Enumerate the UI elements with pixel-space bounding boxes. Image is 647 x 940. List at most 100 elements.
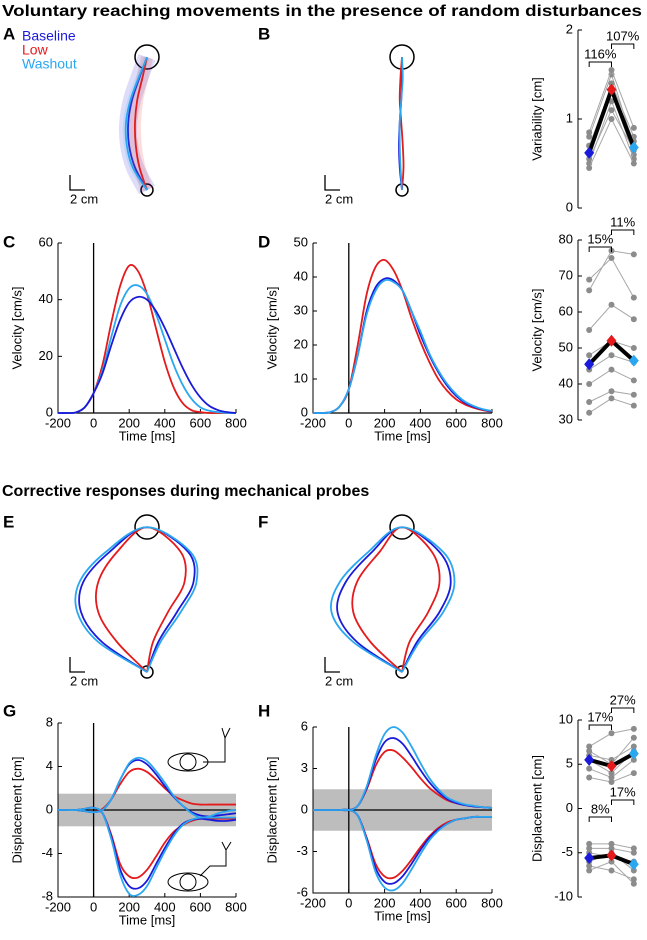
x-tick-label: 600: [190, 415, 212, 430]
subject-dot: [608, 774, 615, 781]
trajectory: [124, 56, 148, 191]
y-tick-label: 6: [301, 718, 308, 733]
subject-dot: [586, 352, 593, 359]
subject-dot: [608, 352, 615, 359]
subject-dot: [630, 756, 637, 763]
x-axis-label: Time [ms]: [374, 908, 431, 923]
scale-bar: [69, 175, 85, 191]
subject-dot: [630, 876, 637, 883]
y-axis-label: Velocity [cm/s]: [264, 286, 279, 369]
line: [57, 263, 236, 414]
subject-dot: [630, 377, 637, 384]
subject-dot: [630, 391, 637, 398]
panel-label: D: [258, 232, 270, 251]
subject-line: [588, 304, 635, 331]
y-tick-label: 1: [566, 110, 573, 125]
panel-label: B: [258, 24, 270, 43]
subject-dot: [608, 770, 615, 777]
y-tick-label: -4: [41, 845, 53, 860]
x-tick-label: 800: [481, 415, 503, 430]
y-tick-label: 10: [294, 370, 308, 385]
subject-dot: [630, 124, 637, 131]
axes: [57, 723, 236, 898]
subject-dot: [586, 164, 593, 171]
x-tick-label: 0: [345, 415, 352, 430]
subject-dot: [586, 399, 593, 405]
subject-dot: [630, 743, 637, 750]
subject-dot: [630, 880, 637, 887]
arm-icon: [167, 727, 232, 892]
subject-dot: [630, 734, 637, 741]
x-tick-label: 600: [445, 415, 467, 430]
bracket: [611, 707, 635, 713]
annotation: 17%: [587, 709, 613, 724]
scale-label: 2 cm: [325, 191, 353, 206]
x-tick-label: 200: [374, 895, 396, 910]
subject-dot: [608, 845, 615, 852]
mean-marker: [628, 858, 639, 871]
x-tick-label: 800: [481, 895, 503, 910]
y-tick-label: 0: [566, 199, 573, 214]
mean-marker: [606, 334, 617, 347]
subject-dot: [586, 129, 593, 136]
subject-dot: [608, 756, 615, 763]
y-tick-label: 2: [566, 21, 573, 36]
scale-bar: [324, 175, 340, 191]
subject-dot: [608, 730, 615, 737]
annotation: 11%: [610, 214, 635, 229]
x-tick-label: -200: [300, 415, 326, 430]
y-axis-label: Velocity [cm/s]: [529, 288, 544, 371]
section-heading: Corrective responses during mechanical p…: [2, 483, 369, 500]
mean-marker: [628, 141, 639, 154]
y-tick-label: 40: [39, 291, 53, 306]
subject-dot: [608, 255, 615, 261]
y-tick-label: 20: [294, 336, 308, 351]
mean-marker: [606, 760, 617, 773]
subject-dot: [608, 858, 615, 865]
subject-dot: [608, 395, 615, 402]
x-tick-label: 400: [410, 415, 432, 430]
x-tick-label: 0: [90, 899, 97, 914]
y-tick-label: 0: [301, 404, 308, 419]
x-tick-label: 600: [445, 895, 467, 910]
line: [312, 278, 493, 414]
y-tick-label: 0: [46, 801, 53, 816]
annotation: 116%: [584, 46, 617, 61]
subject-dot: [586, 867, 593, 874]
y-tick-label: 70: [559, 267, 573, 282]
y-axis-label: Displacement [cm]: [9, 757, 24, 864]
section-heading: Voluntary reaching movements in the pres…: [2, 3, 642, 20]
subject-dot: [608, 301, 615, 308]
x-tick-label: 200: [118, 899, 140, 914]
subject-dot: [586, 327, 593, 333]
y-tick-label: 3: [301, 760, 308, 775]
line: [313, 808, 492, 892]
legend-entry: Washout: [22, 56, 77, 72]
y-axis-label: Variability [cm]: [529, 77, 544, 161]
legend-entry: Baseline: [22, 28, 76, 44]
subject-dot: [586, 840, 593, 847]
legend-entry: Low: [22, 42, 49, 58]
subject-dot: [608, 840, 615, 847]
bracket: [588, 724, 612, 730]
y-axis-label: Velocity [cm/s]: [9, 286, 24, 369]
x-tick-label: 800: [225, 899, 247, 914]
end-target: [134, 44, 160, 70]
subject-dot: [608, 388, 615, 395]
mean-marker: [584, 358, 595, 371]
y-tick-label: -8: [41, 888, 53, 903]
scale-bar: [324, 657, 340, 673]
subject-dot: [608, 80, 615, 87]
subject-dot: [630, 845, 637, 852]
y-tick-label: 80: [559, 231, 573, 246]
y-tick-label: 60: [559, 303, 573, 318]
subject-dot: [586, 287, 593, 294]
y-tick-label: -3: [296, 843, 308, 858]
annotation: 107%: [606, 28, 640, 43]
axes: [57, 243, 236, 414]
subject-dot: [586, 863, 593, 870]
subject-dot: [630, 316, 637, 323]
annotation: 17%: [610, 784, 636, 799]
y-tick-label: 40: [559, 375, 573, 390]
x-tick-label: 200: [118, 415, 140, 430]
